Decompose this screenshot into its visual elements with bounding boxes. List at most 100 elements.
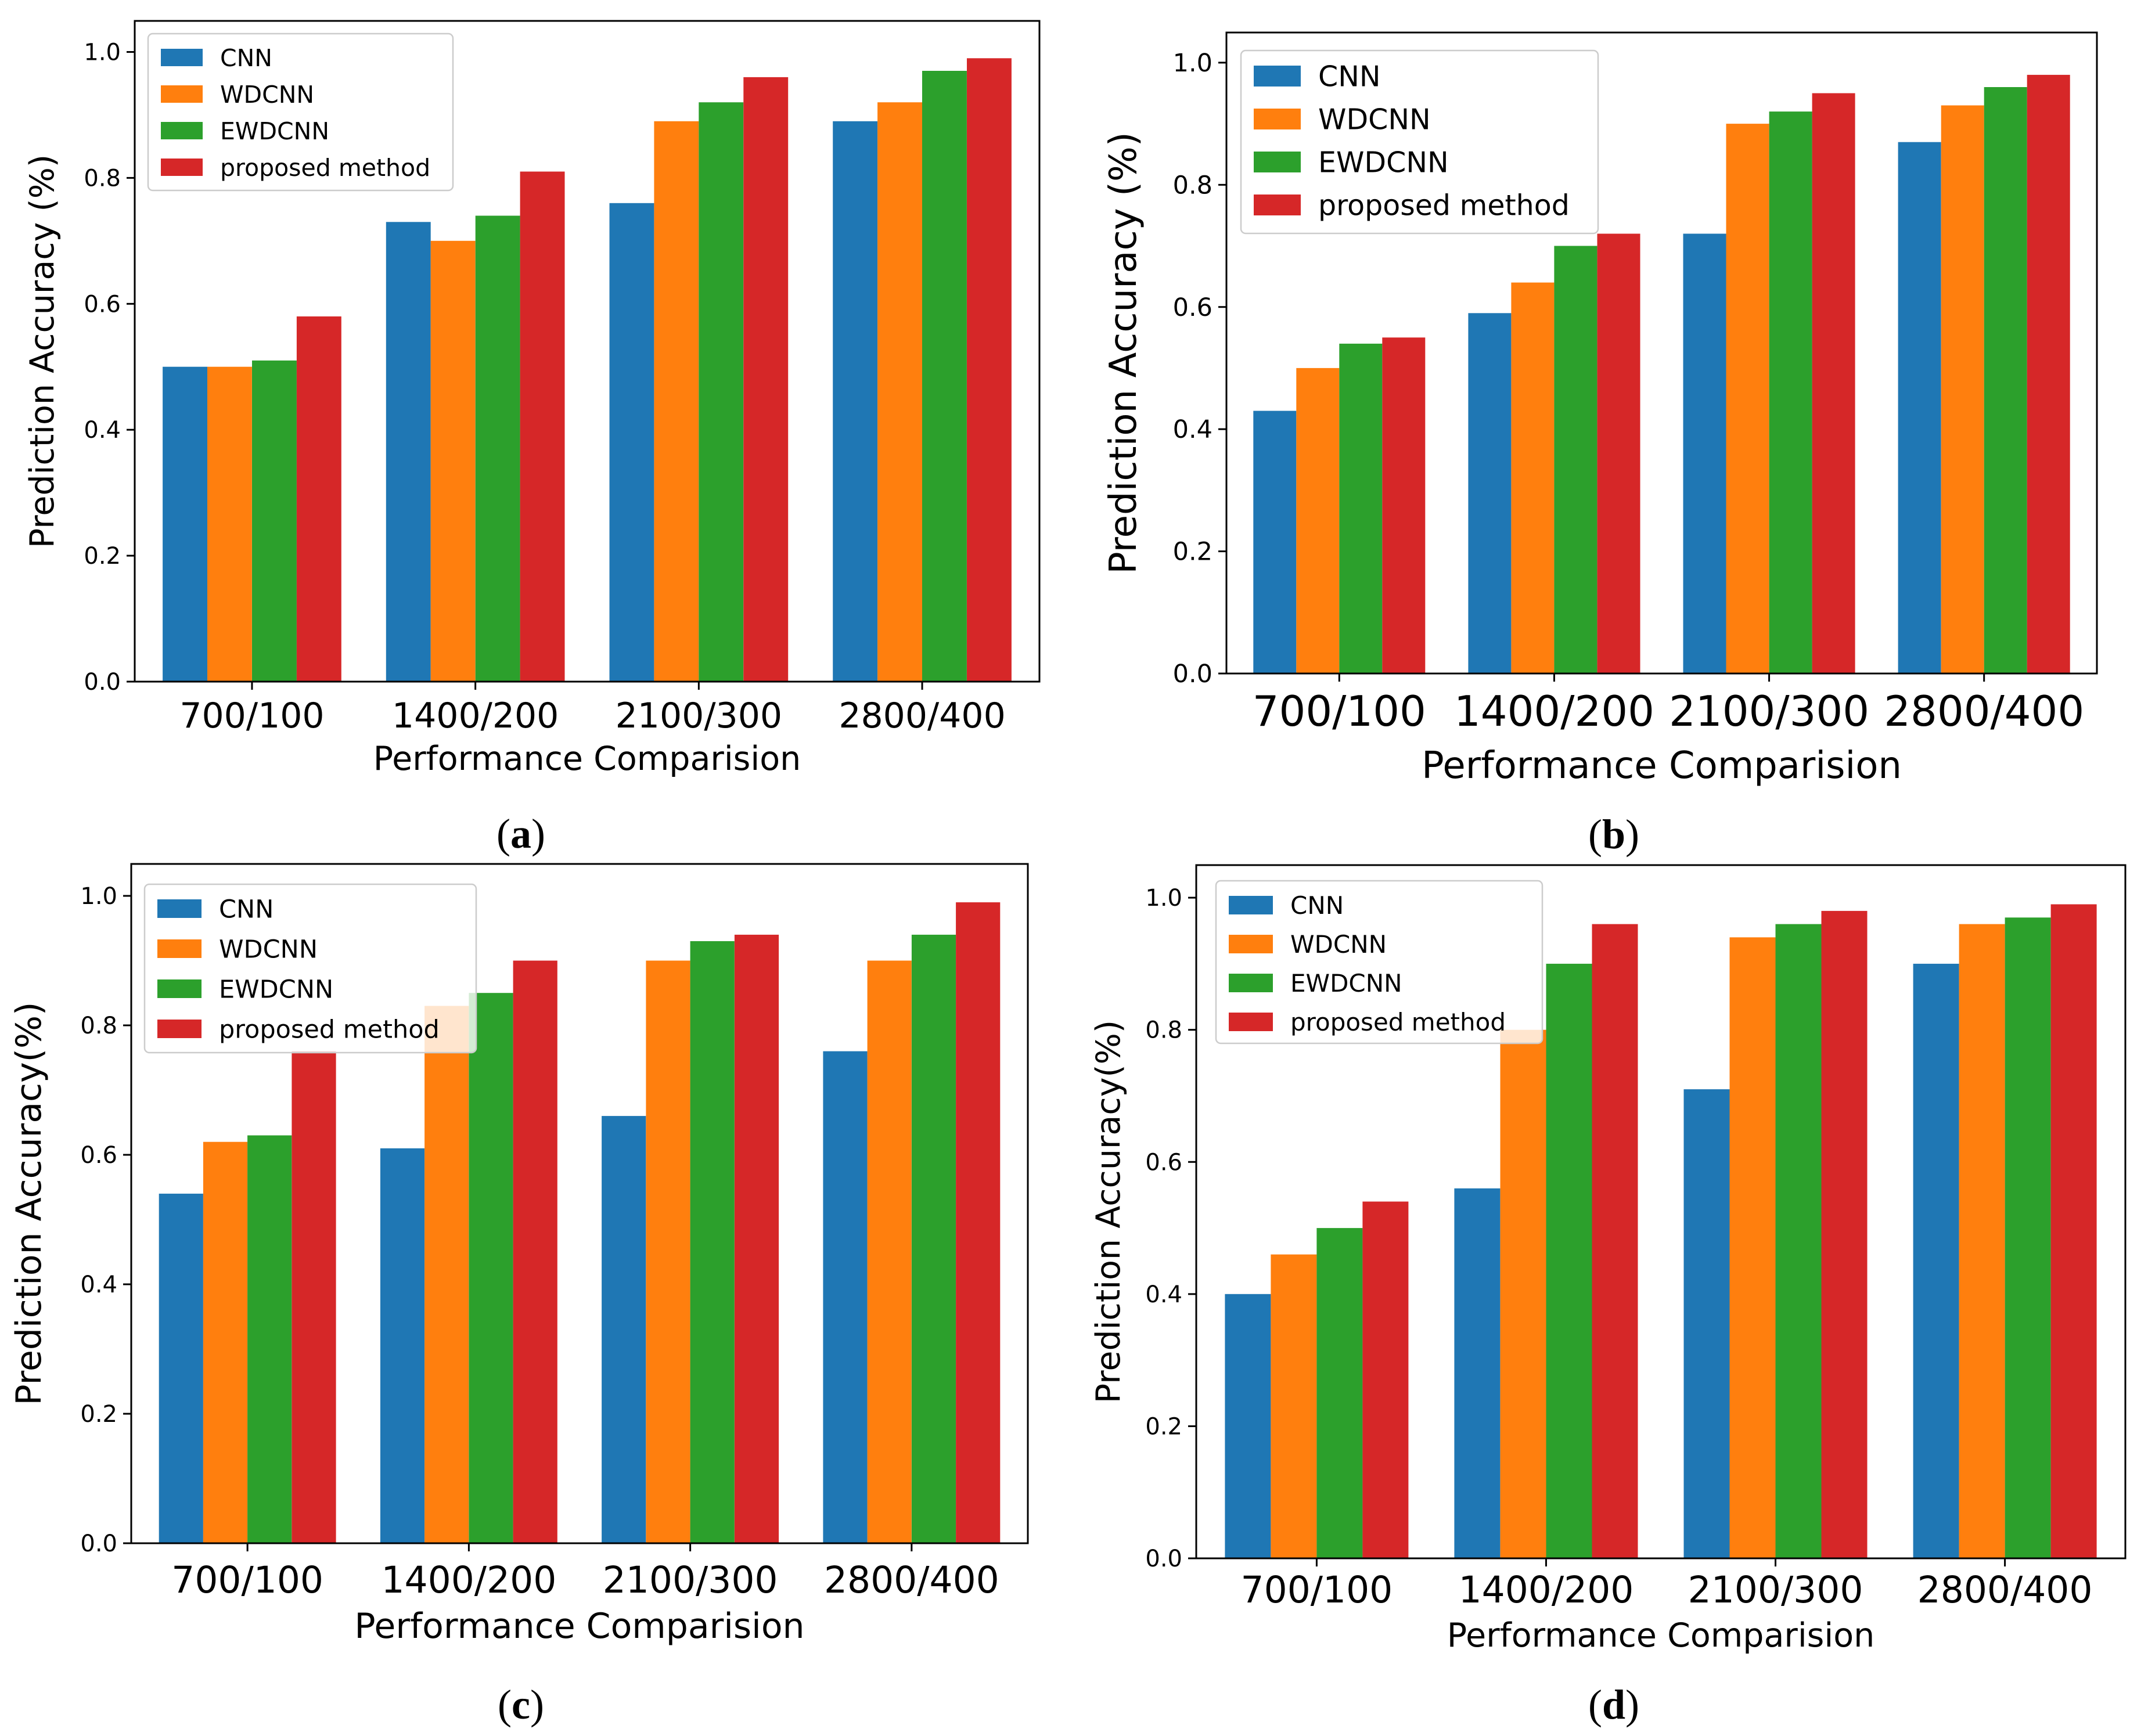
legend-swatch — [1254, 152, 1301, 172]
bar-b-proposed-method-0 — [1382, 337, 1426, 673]
legend-label: proposed method — [220, 154, 430, 182]
bar-a-ewdcnn-2 — [699, 102, 744, 682]
legend-label: WDCNN — [1318, 103, 1431, 136]
legend-swatch — [157, 1020, 202, 1038]
bar-a-cnn-1 — [386, 222, 431, 682]
bar-a-proposed-method-2 — [743, 77, 789, 682]
bar-a-cnn-3 — [833, 121, 878, 682]
x-axis-label: Performance Comparision — [1422, 744, 1902, 787]
x-axis-label: Performance Comparision — [1447, 1616, 1874, 1655]
bar-c-ewdcnn-0 — [247, 1135, 292, 1543]
y-tick-label: 0.6 — [80, 1142, 117, 1169]
bar-c-wdcnn-2 — [646, 960, 690, 1543]
x-tick-label: 2100/300 — [1669, 687, 1869, 736]
y-tick-label: 0.8 — [80, 1013, 117, 1039]
legend-swatch — [1254, 66, 1301, 87]
y-tick-label: 0.4 — [84, 417, 121, 444]
legend-label: CNN — [219, 895, 274, 924]
x-tick-label: 1400/200 — [392, 696, 559, 736]
panel-caption: (c) — [498, 1681, 544, 1728]
y-tick-label: 0.0 — [80, 1530, 117, 1557]
bar-b-ewdcnn-3 — [1984, 87, 2027, 673]
legend-label: proposed method — [219, 1015, 440, 1044]
bar-c-ewdcnn-2 — [690, 941, 735, 1543]
bar-a-proposed-method-3 — [967, 58, 1012, 682]
bar-a-proposed-method-0 — [296, 316, 341, 682]
chart-panel-b: 0.0 0.2 0.4 0.6 0.8 1.0 700/100 1400/200 2100/30… — [1102, 31, 2098, 858]
bar-d-proposed-method-0 — [1362, 1201, 1409, 1558]
bar-a-wdcnn-3 — [877, 102, 922, 682]
bar-d-ewdcnn-2 — [1775, 924, 1822, 1558]
legend-label: WDCNN — [219, 935, 318, 964]
bar-c-cnn-1 — [380, 1148, 425, 1543]
y-tick-label: 1.0 — [80, 883, 117, 910]
legend-swatch — [157, 979, 202, 998]
y-tick-label: 0.0 — [84, 669, 121, 696]
legend-c: CNN WDCNN EWDCNN proposed method — [143, 883, 477, 1054]
legend-swatch — [1254, 109, 1301, 129]
x-tick-label: 2800/400 — [1917, 1569, 2093, 1611]
bar-b-ewdcnn-1 — [1554, 246, 1597, 673]
y-tick-label: 0.8 — [1173, 171, 1212, 200]
bar-b-wdcnn-0 — [1296, 368, 1340, 673]
legend-box — [143, 883, 477, 1054]
plot-frame-b — [1225, 31, 2098, 675]
legend-swatch — [1229, 1013, 1273, 1031]
x-tick-label: 2800/400 — [824, 1559, 999, 1601]
y-tick-label: 0.8 — [1145, 1017, 1182, 1044]
x-tick-label: 1400/200 — [1459, 1569, 1634, 1611]
x-tick-label: 700/100 — [1253, 687, 1426, 736]
bar-b-wdcnn-1 — [1511, 282, 1555, 674]
x-tick-label: 1400/200 — [1454, 687, 1654, 736]
x-tick-label: 2800/400 — [839, 696, 1005, 736]
bar-b-cnn-0 — [1253, 410, 1297, 673]
bar-d-cnn-0 — [1225, 1294, 1271, 1558]
legend-swatch — [1229, 935, 1273, 953]
legend-label: EWDCNN — [1290, 969, 1402, 997]
legend-swatch — [161, 85, 203, 103]
panel-caption: (b) — [1588, 811, 1639, 858]
x-axis-label: Performance Comparision — [373, 740, 801, 778]
chart-panel-d: 0.0 0.2 0.4 0.6 0.8 1.0 700/100 1400/200 2100/30… — [1089, 864, 2127, 1728]
legend-box — [1240, 49, 1599, 235]
bar-a-proposed-method-1 — [520, 171, 565, 682]
legend-b: CNN WDCNN EWDCNN proposed method — [1240, 49, 1599, 235]
chart-panel-a: 0.0 0.2 0.4 0.6 0.8 1.0 700/100 1400/200 2100/30… — [23, 20, 1041, 857]
legend-swatch — [1254, 195, 1301, 215]
y-tick-label: 1.0 — [1145, 885, 1182, 912]
y-tick-label: 0.4 — [80, 1272, 117, 1298]
plot-frame-a — [134, 20, 1041, 683]
x-tick-label: 2100/300 — [603, 1559, 778, 1601]
y-tick-label: 0.6 — [1173, 293, 1212, 322]
y-tick-label: 0.0 — [1145, 1546, 1182, 1572]
legend-label: EWDCNN — [1318, 146, 1449, 179]
bar-c-cnn-3 — [823, 1051, 868, 1543]
legend-label: EWDCNN — [220, 117, 329, 145]
y-axis-label: Prediction Accuracy(%) — [9, 1002, 49, 1406]
bar-d-wdcnn-2 — [1729, 937, 1776, 1558]
bar-c-cnn-0 — [159, 1193, 203, 1543]
bar-b-cnn-3 — [1898, 142, 1941, 673]
y-tick-label: 0.2 — [84, 543, 121, 570]
x-tick-label: 700/100 — [171, 1559, 323, 1601]
legend-swatch — [161, 122, 203, 139]
bar-d-wdcnn-0 — [1271, 1254, 1317, 1558]
chart-panel-c: 0.0 0.2 0.4 0.6 0.8 1.0 700/100 1400/200 2100/30… — [9, 863, 1029, 1728]
y-tick-label: 1.0 — [1173, 49, 1212, 78]
bar-b-wdcnn-3 — [1941, 105, 1984, 673]
bar-d-cnn-1 — [1454, 1188, 1501, 1558]
x-axis-label: Performance Comparision — [354, 1606, 804, 1647]
bar-c-proposed-method-3 — [956, 902, 1001, 1543]
bar-c-ewdcnn-1 — [469, 993, 513, 1543]
legend-swatch — [157, 939, 202, 958]
plot-frame-c — [130, 863, 1029, 1544]
x-tick-label: 2800/400 — [1884, 687, 2084, 736]
legend-label: EWDCNN — [219, 975, 333, 1004]
panel-caption: (d) — [1588, 1681, 1639, 1728]
y-tick-label: 0.4 — [1173, 415, 1212, 444]
bar-b-cnn-1 — [1468, 313, 1512, 673]
x-tick-label: 2100/300 — [1688, 1569, 1863, 1611]
bar-d-wdcnn-1 — [1500, 1029, 1546, 1558]
legend-label: proposed method — [1290, 1008, 1506, 1036]
